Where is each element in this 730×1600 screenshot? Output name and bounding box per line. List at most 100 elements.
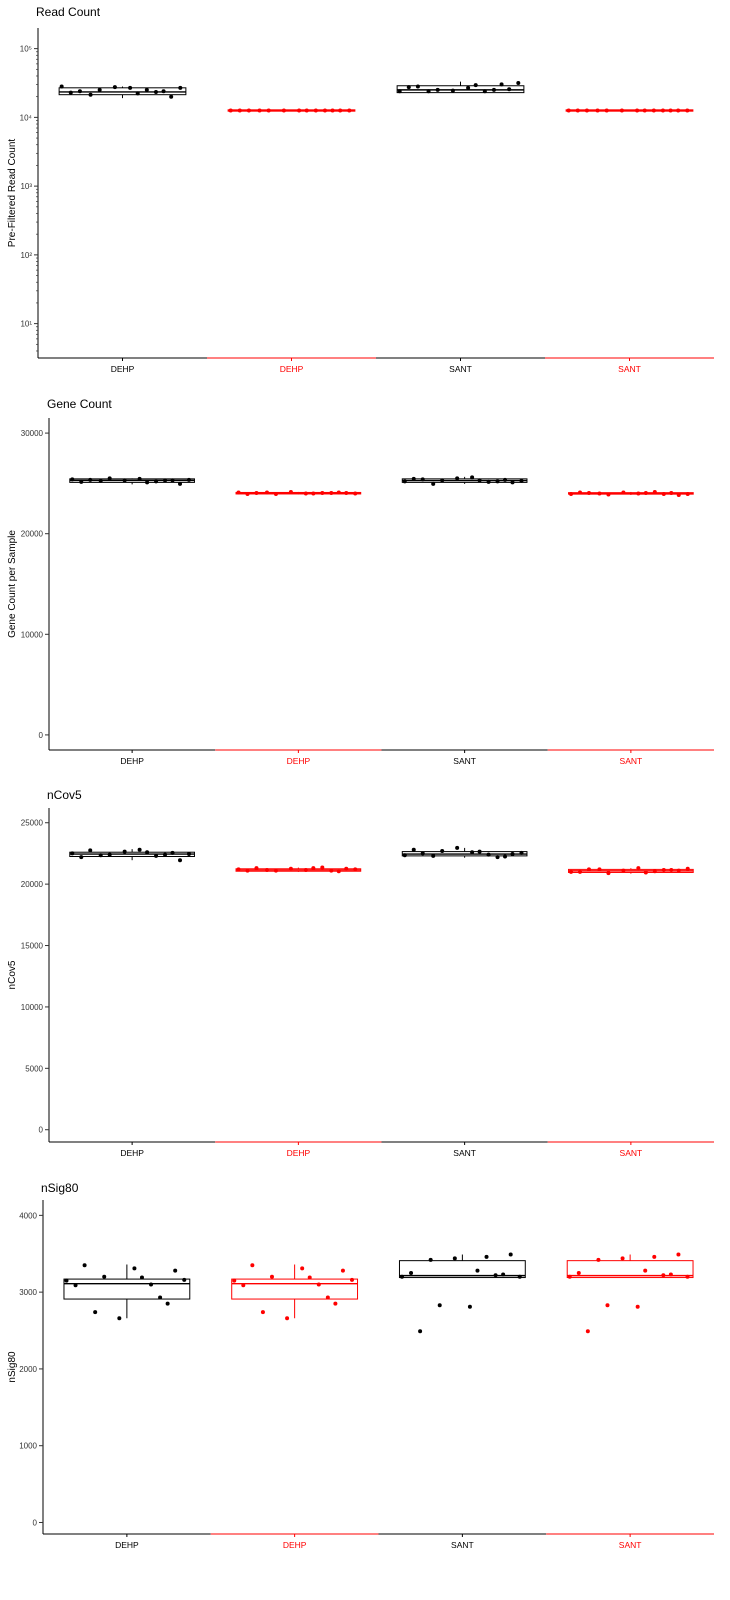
x-tick-label: SANT <box>451 1540 474 1550</box>
data-point <box>236 867 241 872</box>
data-point <box>254 490 259 495</box>
data-point <box>144 87 149 92</box>
data-point <box>281 108 286 113</box>
data-point <box>149 1282 154 1287</box>
data-point <box>569 869 574 874</box>
chart-title: nCov5 <box>47 788 82 802</box>
data-point <box>668 1272 673 1277</box>
x-tick-label: DEHP <box>120 756 144 766</box>
data-point <box>418 1329 423 1334</box>
data-point <box>569 491 574 496</box>
x-tick-label: SANT <box>619 1540 642 1550</box>
x-tick-label: SANT <box>449 364 472 374</box>
y-tick-label: 10¹ <box>20 320 32 329</box>
chart-title: Read Count <box>36 5 101 19</box>
data-point <box>349 1277 354 1282</box>
data-point <box>336 869 341 874</box>
data-point <box>153 89 158 94</box>
data-point <box>495 855 500 860</box>
data-point <box>98 853 103 858</box>
data-point <box>411 476 416 481</box>
data-point <box>685 108 690 113</box>
data-point <box>643 490 648 495</box>
y-tick-label: 5000 <box>25 1064 43 1073</box>
data-point <box>477 478 482 483</box>
data-point <box>288 866 293 871</box>
data-point <box>102 1274 107 1279</box>
data-point <box>64 1278 69 1283</box>
data-point <box>399 1274 404 1279</box>
data-point <box>661 491 666 496</box>
data-point <box>70 477 75 482</box>
y-tick-label: 10000 <box>21 1003 44 1012</box>
data-point <box>112 85 117 90</box>
y-axis-label: Gene Count per Sample <box>7 530 18 638</box>
data-point <box>173 1268 178 1273</box>
y-tick-label: 3000 <box>19 1288 37 1297</box>
data-point <box>450 88 455 93</box>
data-point <box>316 1282 321 1287</box>
data-point <box>170 478 175 483</box>
data-point <box>402 479 407 484</box>
data-point <box>285 1316 290 1321</box>
data-point <box>668 108 673 113</box>
data-point <box>117 1316 122 1321</box>
data-point <box>269 1274 274 1279</box>
data-point <box>122 849 127 854</box>
x-tick-label: DEHP <box>283 1540 307 1550</box>
data-point <box>516 81 521 85</box>
data-point <box>82 1263 87 1268</box>
data-point <box>519 850 524 855</box>
y-tick-label: 20000 <box>21 530 44 539</box>
data-point <box>128 85 133 90</box>
data-point <box>170 850 175 855</box>
data-point <box>161 89 166 94</box>
data-point <box>178 85 183 90</box>
data-point <box>154 853 159 858</box>
data-point <box>499 82 504 87</box>
data-point <box>578 490 583 495</box>
data-point <box>636 866 641 871</box>
data-point <box>163 478 168 483</box>
data-point <box>567 1274 572 1279</box>
y-tick-label: 0 <box>33 1518 38 1527</box>
data-point <box>186 852 191 857</box>
data-point <box>333 1301 338 1306</box>
data-point <box>344 866 349 871</box>
data-point <box>661 1273 666 1278</box>
data-point <box>353 491 358 496</box>
data-point <box>605 1303 610 1308</box>
data-point <box>635 108 640 113</box>
data-point <box>273 868 278 873</box>
data-point <box>88 92 93 97</box>
data-point <box>338 108 343 113</box>
data-point <box>643 1268 648 1273</box>
data-point <box>228 108 233 113</box>
data-point <box>597 491 602 496</box>
data-point <box>508 1252 513 1257</box>
data-point <box>475 1268 480 1273</box>
data-point <box>70 851 75 856</box>
data-point <box>68 90 73 95</box>
y-axis-label: Pre-Filtered Read Count <box>7 139 18 248</box>
data-point <box>257 108 262 113</box>
data-point <box>260 1310 265 1315</box>
data-point <box>79 855 84 860</box>
data-point <box>73 1283 78 1288</box>
data-point <box>320 865 325 870</box>
data-point <box>313 108 318 113</box>
data-point <box>154 479 159 484</box>
data-point <box>685 491 690 496</box>
data-point <box>165 1301 170 1306</box>
y-tick-label: 10000 <box>21 630 44 639</box>
data-point <box>620 1256 625 1261</box>
data-point <box>77 89 82 94</box>
y-tick-label: 25000 <box>21 819 44 828</box>
data-point <box>137 847 142 852</box>
data-point <box>619 108 624 113</box>
data-point <box>440 848 445 853</box>
chart-panel: nCov5 nCov5 0 5000 10000 15000 20000 25000 DEHP D… <box>7 788 714 1158</box>
data-point <box>93 1310 98 1315</box>
x-tick-label: SANT <box>453 1148 476 1158</box>
